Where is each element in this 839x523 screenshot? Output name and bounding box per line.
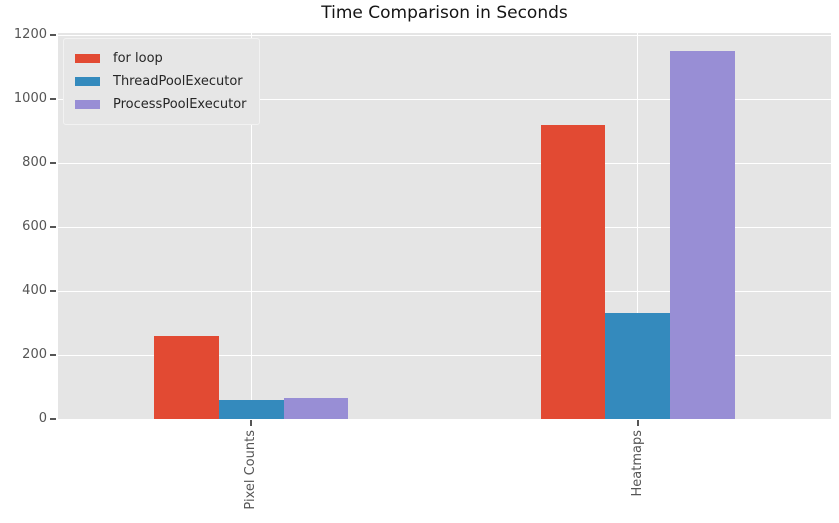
gridline-y-1200 xyxy=(58,34,831,36)
bar-threadpoolexecutor-pixel-counts xyxy=(218,400,284,419)
legend-item-threadpoolexecutor: ThreadPoolExecutor xyxy=(75,70,247,93)
bar-threadpoolexecutor-heatmaps xyxy=(605,312,671,419)
ytick-mark-200 xyxy=(50,354,56,357)
xtick-mark-pixel-counts xyxy=(250,420,253,426)
legend-label-for-loop: for loop xyxy=(113,51,163,66)
ytick-mark-1200 xyxy=(50,34,56,37)
xtick-label-pixel-counts: Pixel Counts xyxy=(243,430,259,510)
legend-swatch-processpoolexecutor xyxy=(75,100,100,109)
ytick-label-600: 600 xyxy=(22,219,47,235)
plot-area xyxy=(58,33,831,420)
legend-swatch-threadpoolexecutor xyxy=(75,77,100,86)
gridline-y-600 xyxy=(58,226,831,228)
legend-label-threadpoolexecutor: ThreadPoolExecutor xyxy=(113,74,243,89)
bar-processpoolexecutor-heatmaps xyxy=(670,50,735,419)
gridline-y-0 xyxy=(58,418,831,420)
legend: for loop ThreadPoolExecutor ProcessPoolExe… xyxy=(63,38,260,125)
gridline-x-pixel-counts xyxy=(250,33,252,419)
gridline-y-400 xyxy=(58,290,831,292)
legend-swatch-for-loop xyxy=(75,54,100,63)
ytick-label-1000: 1000 xyxy=(13,91,47,107)
bar-for-loop-heatmaps xyxy=(540,125,606,419)
ytick-mark-0 xyxy=(50,418,56,420)
gridline-y-200 xyxy=(58,354,831,356)
gridline-y-800 xyxy=(58,162,831,164)
xtick-label-heatmaps: Heatmaps xyxy=(629,430,645,497)
gridline-x-heatmaps xyxy=(637,33,639,419)
ytick-mark-800 xyxy=(50,162,56,165)
ytick-label-800: 800 xyxy=(22,155,47,171)
ytick-mark-600 xyxy=(50,226,56,229)
gridline-y-1000 xyxy=(58,98,831,100)
legend-label-processpoolexecutor: ProcessPoolExecutor xyxy=(113,97,247,112)
bar-processpoolexecutor-pixel-counts xyxy=(283,397,349,419)
ytick-label-1200: 1200 xyxy=(13,27,47,43)
ytick-label-0: 0 xyxy=(38,411,47,426)
ytick-mark-1000 xyxy=(50,98,56,101)
legend-item-processpoolexecutor: ProcessPoolExecutor xyxy=(75,93,247,116)
legend-item-for-loop: for loop xyxy=(75,47,247,70)
bar-for-loop-pixel-counts xyxy=(154,335,219,419)
ytick-label-200: 200 xyxy=(22,347,47,363)
ytick-label-400: 400 xyxy=(22,283,47,299)
chart-title: Time Comparison in Seconds xyxy=(321,3,568,23)
xtick-mark-heatmaps xyxy=(636,420,639,426)
ytick-mark-400 xyxy=(50,290,56,293)
